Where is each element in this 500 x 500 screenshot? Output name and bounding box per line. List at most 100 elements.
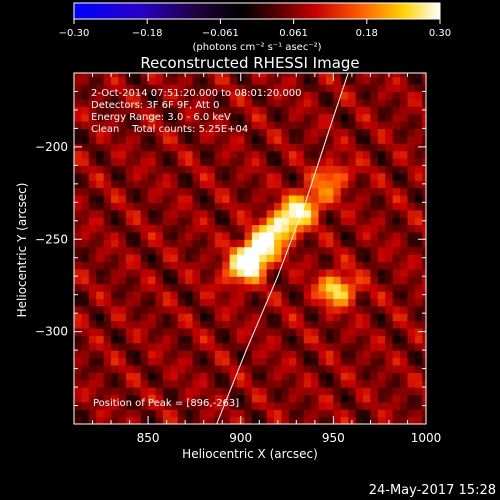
heatmap-cell bbox=[222, 254, 231, 263]
heatmap-cell bbox=[296, 387, 305, 396]
heatmap-cell bbox=[162, 246, 171, 255]
heatmap-cell bbox=[363, 135, 372, 144]
heatmap-cell bbox=[96, 276, 105, 285]
heatmap-cell bbox=[288, 357, 297, 366]
heatmap-cell bbox=[162, 342, 171, 351]
heatmap-cell bbox=[88, 76, 97, 85]
heatmap-cell bbox=[74, 320, 83, 329]
heatmap-cell bbox=[333, 394, 342, 403]
heatmap-cell bbox=[407, 401, 416, 410]
heatmap-cell bbox=[392, 342, 401, 351]
heatmap-cell bbox=[370, 387, 379, 396]
heatmap-cell bbox=[266, 239, 275, 248]
heatmap-cell bbox=[407, 254, 416, 263]
heatmap-cell bbox=[251, 387, 260, 396]
heatmap-cell bbox=[185, 313, 194, 322]
heatmap-cell bbox=[222, 327, 231, 336]
heatmap-cell bbox=[229, 409, 238, 418]
heatmap-cell bbox=[400, 305, 409, 314]
heatmap-cell bbox=[133, 342, 142, 351]
heatmap-cell bbox=[407, 305, 416, 314]
heatmap-cell bbox=[251, 224, 260, 233]
heatmap-cell bbox=[340, 91, 349, 100]
heatmap-cell bbox=[125, 150, 134, 159]
heatmap-cell bbox=[74, 379, 83, 388]
heatmap-cell bbox=[199, 335, 208, 344]
heatmap-cell bbox=[229, 135, 238, 144]
heatmap-cell bbox=[162, 239, 171, 248]
heatmap-cell bbox=[296, 98, 305, 107]
heatmap-cell bbox=[237, 231, 246, 240]
heatmap-cell bbox=[392, 387, 401, 396]
heatmap-cell bbox=[296, 357, 305, 366]
heatmap-cell bbox=[281, 379, 290, 388]
heatmap-cell bbox=[74, 113, 83, 122]
heatmap-cell bbox=[325, 217, 334, 226]
heatmap-cell bbox=[266, 128, 275, 137]
heatmap-cell bbox=[177, 217, 186, 226]
heatmap-cell bbox=[385, 290, 394, 299]
heatmap-cell bbox=[125, 387, 134, 396]
heatmap-cell bbox=[281, 357, 290, 366]
heatmap-cell bbox=[251, 76, 260, 85]
heatmap-cell bbox=[251, 239, 260, 248]
heatmap-cell bbox=[288, 290, 297, 299]
heatmap-cell bbox=[207, 180, 216, 189]
heatmap-cell bbox=[222, 121, 231, 130]
heatmap-cell bbox=[111, 409, 120, 418]
heatmap-cell bbox=[385, 261, 394, 270]
heatmap-cell bbox=[96, 246, 105, 255]
heatmap-cell bbox=[311, 394, 320, 403]
heatmap-cell bbox=[340, 350, 349, 359]
heatmap-cell bbox=[148, 172, 157, 181]
heatmap-cell bbox=[170, 217, 179, 226]
heatmap-cell bbox=[377, 320, 386, 329]
heatmap-cell bbox=[229, 231, 238, 240]
heatmap-cell bbox=[318, 327, 327, 336]
heatmap-cell bbox=[333, 84, 342, 93]
heatmap-cell bbox=[377, 172, 386, 181]
heatmap-cell bbox=[111, 217, 120, 226]
heatmap-cell bbox=[199, 276, 208, 285]
heatmap-cell bbox=[340, 246, 349, 255]
heatmap-cell bbox=[229, 298, 238, 307]
heatmap-cell bbox=[355, 387, 364, 396]
heatmap-cell bbox=[229, 401, 238, 410]
heatmap-cell bbox=[296, 261, 305, 270]
heatmap-cell bbox=[207, 76, 216, 85]
heatmap-cell bbox=[325, 165, 334, 174]
heatmap-cell bbox=[74, 172, 83, 181]
heatmap-cell bbox=[111, 224, 120, 233]
heatmap-cell bbox=[340, 73, 349, 78]
heatmap-cell bbox=[111, 73, 120, 78]
heatmap-cell bbox=[422, 409, 426, 418]
heatmap-cell bbox=[74, 202, 83, 211]
heatmap-cell bbox=[325, 409, 334, 418]
heatmap-cell bbox=[333, 409, 342, 418]
heatmap-cell bbox=[74, 194, 83, 203]
heatmap-cell bbox=[318, 290, 327, 299]
heatmap-cell bbox=[192, 276, 201, 285]
heatmap-cell bbox=[199, 239, 208, 248]
heatmap-cell bbox=[222, 217, 231, 226]
heatmap-cell bbox=[340, 394, 349, 403]
heatmap-cell bbox=[214, 165, 223, 174]
heatmap-cell bbox=[170, 135, 179, 144]
heatmap-cell bbox=[155, 387, 164, 396]
heatmap-cell bbox=[355, 320, 364, 329]
heatmap-cell bbox=[244, 357, 253, 366]
heatmap-cell bbox=[340, 84, 349, 93]
heatmap-cell bbox=[74, 387, 83, 396]
heatmap-cell bbox=[385, 113, 394, 122]
heatmap-cell bbox=[303, 261, 312, 270]
heatmap-cell bbox=[251, 84, 260, 93]
heatmap-cell bbox=[207, 364, 216, 373]
heatmap-cell bbox=[355, 135, 364, 144]
heatmap-cell bbox=[348, 342, 357, 351]
heatmap-cell bbox=[237, 246, 246, 255]
heatmap-cell bbox=[303, 409, 312, 418]
heatmap-cell bbox=[414, 224, 423, 233]
heatmap-cell bbox=[296, 268, 305, 277]
heatmap-cell bbox=[162, 327, 171, 336]
heatmap-cell bbox=[96, 298, 105, 307]
